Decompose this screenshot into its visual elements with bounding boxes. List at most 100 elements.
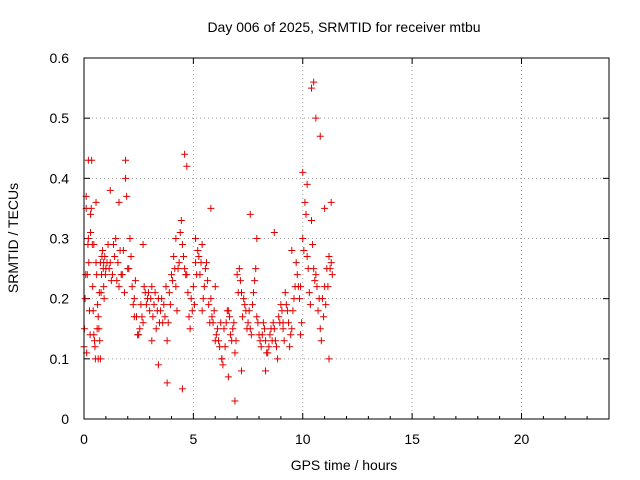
data-point — [197, 259, 205, 267]
data-point — [192, 235, 200, 242]
data-point — [295, 295, 303, 303]
data-point — [97, 289, 105, 297]
data-point — [303, 253, 311, 261]
data-point — [273, 343, 280, 351]
data-point — [253, 235, 261, 242]
y-tick-label: 0.6 — [50, 50, 70, 66]
data-point — [314, 307, 322, 315]
data-point — [158, 295, 166, 303]
data-point — [130, 295, 138, 303]
data-point — [260, 325, 268, 333]
data-point — [87, 210, 95, 218]
data-point — [279, 319, 287, 327]
data-point — [98, 253, 106, 261]
data-point — [163, 379, 171, 387]
data-point — [89, 283, 97, 291]
data-point — [288, 247, 296, 255]
data-point — [131, 277, 139, 285]
data-point — [315, 295, 323, 303]
data-point — [114, 259, 122, 267]
data-point — [87, 228, 95, 236]
data-point — [271, 337, 279, 345]
data-point — [92, 198, 100, 206]
data-point — [286, 343, 294, 351]
data-point — [84, 235, 92, 242]
data-point — [219, 361, 227, 369]
chart-title: Day 006 of 2025, SRMTID for receiver mtb… — [207, 19, 480, 35]
data-point — [328, 271, 336, 279]
data-point — [100, 295, 108, 303]
data-point — [223, 307, 231, 315]
data-point — [127, 253, 135, 261]
data-point — [313, 283, 321, 291]
data-point — [287, 331, 295, 339]
data-point — [151, 289, 159, 297]
data-point — [96, 355, 104, 363]
data-point — [252, 265, 260, 273]
data-point — [212, 331, 220, 339]
data-point — [275, 313, 283, 321]
data-point — [115, 283, 123, 291]
data-point — [149, 313, 157, 321]
data-point — [279, 325, 287, 333]
data-point — [324, 283, 332, 291]
data-point — [140, 283, 148, 291]
data-point — [183, 162, 191, 170]
data-point — [86, 331, 94, 339]
x-tick-label: 15 — [404, 431, 420, 447]
data-point — [100, 283, 108, 291]
data-point — [293, 271, 301, 279]
data-point — [84, 156, 92, 164]
data-point — [181, 265, 189, 273]
data-point — [186, 325, 194, 333]
data-point — [253, 313, 261, 321]
data-point — [326, 265, 334, 273]
data-point — [238, 367, 245, 375]
x-tick-label: 10 — [295, 431, 311, 447]
data-point — [309, 241, 317, 249]
data-point — [205, 301, 213, 309]
data-point — [110, 241, 118, 249]
data-point — [168, 271, 175, 279]
data-point — [299, 235, 307, 242]
data-point — [125, 265, 133, 273]
x-tick-label: 5 — [189, 431, 197, 447]
data-point — [297, 283, 305, 291]
data-point — [93, 271, 101, 279]
data-point — [325, 253, 333, 261]
data-point — [227, 331, 235, 339]
data-point — [85, 259, 93, 267]
data-point — [239, 313, 247, 321]
data-point — [146, 307, 154, 315]
data-point — [312, 271, 320, 279]
data-point — [289, 307, 297, 315]
data-points — [80, 78, 336, 405]
data-point — [231, 349, 239, 357]
data-point — [224, 373, 232, 381]
data-point — [165, 289, 173, 297]
data-point — [160, 301, 168, 309]
data-point — [221, 343, 229, 351]
data-point — [123, 192, 131, 200]
data-point — [193, 271, 201, 279]
data-point — [225, 313, 233, 321]
data-point — [204, 277, 212, 285]
data-point — [310, 78, 318, 86]
data-point — [116, 247, 124, 255]
data-point — [230, 319, 238, 327]
data-point — [298, 319, 306, 327]
data-point — [172, 235, 180, 242]
data-point — [213, 325, 221, 333]
y-tick-label: 0.2 — [50, 291, 70, 307]
data-point — [236, 277, 244, 285]
data-point — [190, 301, 198, 309]
data-point — [288, 325, 296, 333]
data-point — [211, 283, 219, 291]
data-point — [299, 168, 307, 176]
data-point — [134, 331, 142, 339]
data-point — [170, 253, 178, 261]
data-point — [256, 337, 264, 345]
data-point — [128, 283, 136, 291]
data-point — [166, 301, 174, 309]
